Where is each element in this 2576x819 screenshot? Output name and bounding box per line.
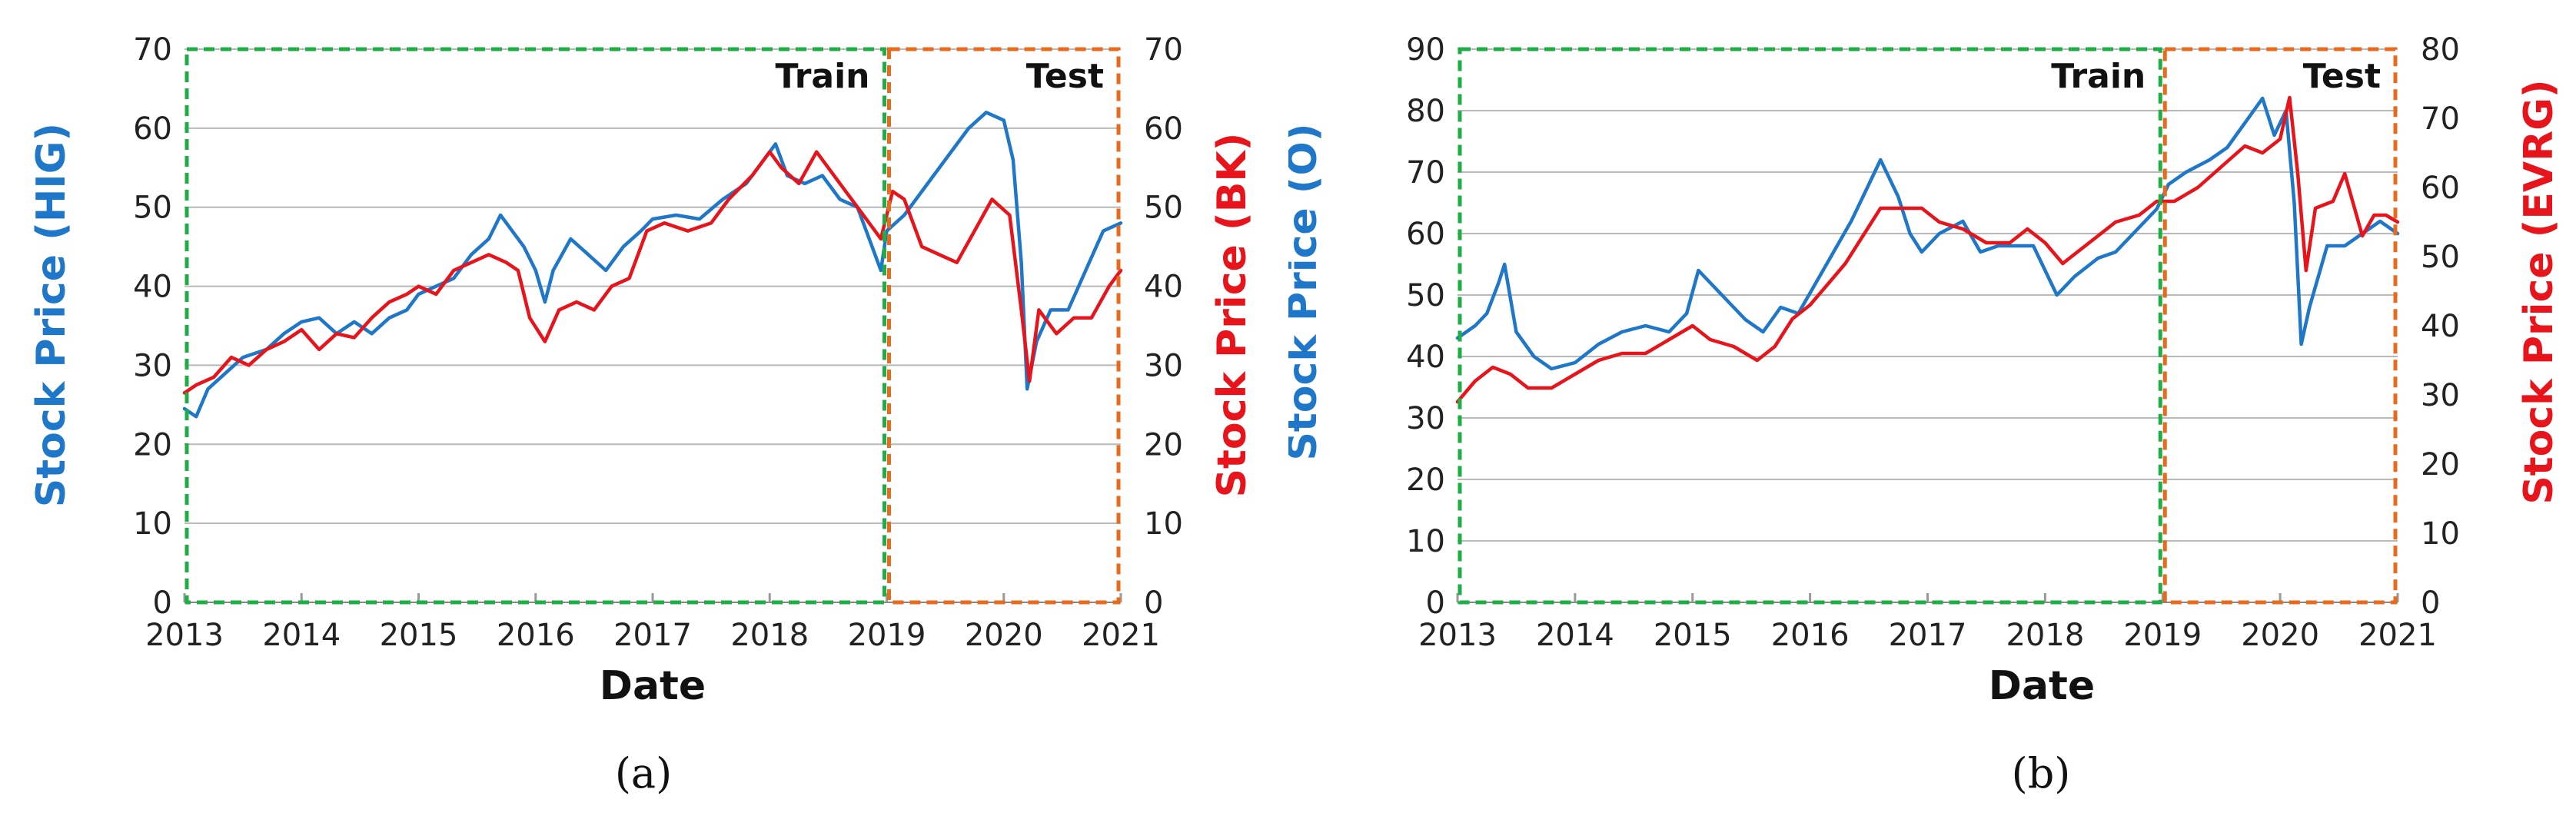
x-tick-label: 2020 (965, 618, 1043, 653)
x-tick-label: 2015 (1654, 618, 1732, 653)
y-tick-label-right: 10 (2421, 516, 2460, 552)
y-tick-label-right: 20 (2421, 447, 2460, 482)
y-tick-label-right: 70 (1144, 32, 1183, 68)
tick-labels: 0 10 20 30 40 50 60 70 0 10 20 30 40 50 60 70 2013 2014 20… (133, 32, 1183, 653)
y-tick-label-left: 70 (1406, 155, 1445, 191)
region-box-test (887, 47, 1121, 605)
x-tick-label: 2016 (497, 618, 575, 653)
y-tick-label-right: 20 (1144, 427, 1183, 463)
y-tick-label-left: 40 (1406, 340, 1445, 375)
y-tick-label-right: 0 (2421, 585, 2440, 621)
y-tick-label-left: 50 (133, 191, 172, 226)
y-tick-label-left: 60 (133, 111, 172, 147)
series-lines (182, 111, 1123, 419)
y-axis-title-right: Stock Price (BK) (1209, 133, 1255, 498)
panel-caption: (b) (2012, 749, 2071, 797)
y-axis-title-right: Stock Price (EVRG) (2516, 79, 2562, 504)
region-box-train (184, 47, 886, 605)
series-line-red (182, 150, 1123, 395)
y-axis-title-left: Stock Price (O) (1288, 123, 1326, 460)
x-tick-label: 2017 (613, 618, 692, 653)
x-tick-label: 2021 (1082, 618, 1160, 653)
y-tick-label-left: 50 (1406, 278, 1445, 313)
series-line-blue (1455, 96, 2400, 371)
y-tick-label-left: 10 (1406, 524, 1445, 559)
y-tick-label-right: 30 (1144, 348, 1183, 383)
y-tick-label-right: 10 (1144, 506, 1183, 542)
x-axis-title: Date (600, 663, 706, 709)
y-tick-label-right: 70 (2421, 101, 2460, 137)
x-tick-label: 2021 (2358, 618, 2437, 653)
region-label-train: Train (776, 57, 870, 96)
region-label-test: Test (1026, 57, 1104, 96)
y-tick-label-right: 0 (1144, 585, 1163, 621)
series-line-red (1455, 95, 2400, 404)
x-tick-label: 2020 (2241, 618, 2319, 653)
y-tick-label-left: 0 (153, 585, 172, 621)
x-tick-label: 2019 (848, 618, 926, 653)
x-tick-label: 2014 (1536, 618, 1614, 653)
series-lines (1455, 95, 2400, 404)
x-tick-label: 2013 (1418, 618, 1497, 653)
y-tick-label-right: 50 (1144, 191, 1183, 226)
x-tick-label: 2017 (1889, 618, 1967, 653)
y-axis-title-left: Stock Price (HIG) (28, 123, 75, 507)
x-tick-label: 2018 (730, 618, 809, 653)
y-tick-label-left: 60 (1406, 217, 1445, 252)
y-tick-label-left: 80 (1406, 94, 1445, 129)
chart-panel-b: Train Test 0 10 20 30 40 50 60 70 80 90 0 10 20 30 40 50… (1288, 32, 2562, 797)
y-tick-label-left: 30 (1406, 401, 1445, 436)
y-tick-label-left: 70 (133, 32, 172, 68)
y-tick-label-left: 30 (133, 348, 172, 383)
x-tick-label: 2018 (2006, 618, 2084, 653)
y-tick-label-right: 40 (2421, 309, 2460, 344)
series-line-blue (182, 111, 1123, 419)
y-tick-label-right: 40 (1144, 270, 1183, 305)
x-tick-label: 2014 (262, 618, 341, 653)
y-tick-label-left: 10 (133, 506, 172, 542)
y-tick-label-right: 60 (1144, 111, 1183, 147)
y-tick-label-left: 90 (1406, 32, 1445, 68)
chart-panel-a: Train Test 0 10 20 30 40 50 60 70 0 10 20 30 40 50 60 70… (28, 32, 1255, 797)
x-tick-label: 2015 (380, 618, 458, 653)
y-tick-label-right: 60 (2421, 171, 2460, 206)
x-tick-label: 2016 (1771, 618, 1850, 653)
y-tick-label-left: 0 (1426, 585, 1445, 621)
y-tick-label-right: 80 (2421, 32, 2460, 68)
region-label-train: Train (2051, 57, 2146, 96)
train-test-regions: Train Test (1458, 47, 2398, 605)
tick-labels: 0 10 20 30 40 50 60 70 80 90 0 10 20 30 40 50 60 70 80 2013… (1406, 32, 2460, 653)
grid-lines (183, 48, 1122, 603)
x-tick-label: 2013 (145, 618, 224, 653)
y-tick-label-right: 30 (2421, 378, 2460, 413)
region-box-test (2162, 47, 2398, 605)
y-tick-label-left: 20 (1406, 463, 1445, 498)
x-axis-title: Date (1989, 663, 2095, 709)
x-tick-label: 2019 (2123, 618, 2202, 653)
y-tick-label-left: 20 (133, 427, 172, 463)
grid-lines (1456, 48, 2399, 603)
y-tick-label-left: 40 (133, 270, 172, 305)
region-label-test: Test (2303, 57, 2381, 96)
y-tick-label-right: 50 (2421, 240, 2460, 275)
train-test-regions: Train Test (184, 47, 1121, 605)
panel-caption: (a) (615, 749, 672, 797)
region-box-train (1458, 47, 2162, 605)
